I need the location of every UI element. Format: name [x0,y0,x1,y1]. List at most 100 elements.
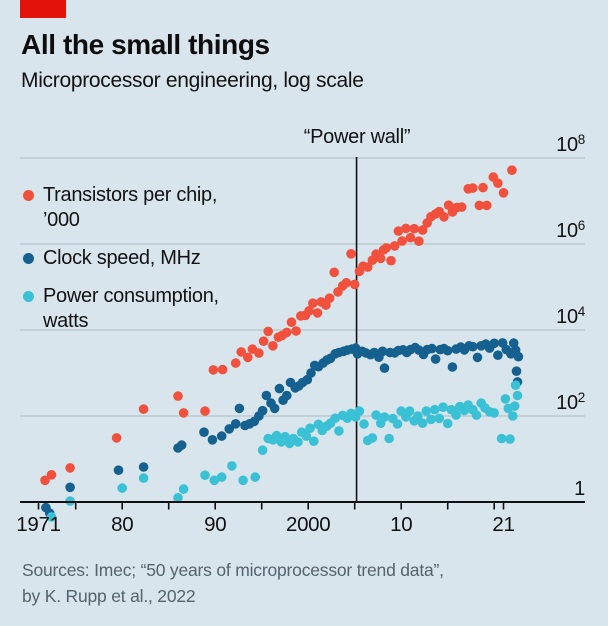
data-point [389,241,400,251]
data-point [381,243,392,253]
data-point [442,418,453,429]
data-point [430,354,441,364]
data-point [269,403,280,414]
data-point [261,390,272,401]
data-point [413,411,423,421]
data-point [324,293,335,304]
data-point [216,472,227,482]
data-point [367,433,378,443]
legend-label-clock-speed: Clock speed, MHz [43,247,201,269]
y-axis-labels: 108 106 104 102 1 [556,132,586,500]
data-point [301,431,312,441]
data-point [305,423,315,434]
chart-subtitle: Microprocessor engineering, log scale [21,69,364,92]
data-point [439,212,449,222]
data-point [306,368,316,378]
legend-item-power: Power consumption, watts [21,284,236,334]
data-point [65,463,75,473]
data-point [472,352,483,363]
data-point [496,433,507,444]
data-point [438,402,448,413]
data-point [207,435,218,445]
data-point [236,347,246,357]
data-point [329,267,340,278]
data-point [493,178,503,188]
data-point [257,445,268,456]
data-point [354,406,365,416]
data-point [500,394,511,404]
data-point [442,345,453,356]
data-point [509,401,520,411]
data-point [471,410,482,420]
data-point [478,182,488,193]
data-point [209,475,220,486]
y-axis-label: 106 [556,218,585,242]
x-axis-label: 90 [204,513,226,536]
data-point [65,482,75,493]
data-point [200,406,210,416]
data-point [286,317,297,328]
data-point [238,475,248,486]
data-point [384,433,394,444]
data-point [482,200,492,211]
data-point [178,408,189,418]
data-point [293,437,303,447]
clock-speed-dot-icon [23,253,34,264]
data-point [505,434,515,444]
source-line-2: by K. Rupp et al., 2022 [22,586,196,606]
x-axis-label: 21 [492,513,514,536]
data-point [227,461,237,471]
source-line-1: Sources: Imec; “50 years of microprocess… [22,560,444,580]
data-point [250,472,260,482]
data-point [111,433,122,443]
data-point [405,232,416,243]
data-point [217,364,228,375]
data-point [393,226,404,236]
data-point [312,308,323,318]
series-0 [40,165,517,486]
data-point [304,306,314,316]
data-point [404,406,415,416]
data-point [392,419,403,429]
data-point [417,225,428,235]
data-point [341,278,352,288]
data-point [138,473,149,483]
data-point [46,470,57,480]
y-axis-label: 1 [574,478,585,500]
legend-item-transistors: Transistors per chip, ’000 [21,183,236,233]
data-point [308,298,318,309]
data-point [46,512,57,522]
data-point [138,404,149,414]
data-point [234,403,245,414]
data-point [371,410,381,420]
data-point [512,390,523,401]
data-point [178,484,189,494]
economist-red-tag [20,0,66,18]
data-point [349,279,360,290]
data-point [280,431,290,442]
y-axis-label: 108 [556,132,585,156]
x-axis-label: 1971 [16,513,60,536]
series-1 [41,338,524,518]
data-point [263,326,274,337]
data-point [40,475,50,486]
data-point [489,338,500,349]
data-point [468,341,478,352]
data-point [257,405,268,416]
power-wall-annotation: “Power wall” [303,126,411,148]
legend-label-power: Power consumption, watts [43,285,219,332]
data-point [401,223,411,234]
chart-title: All the small things [21,29,270,60]
data-point [243,352,253,363]
x-axis-label: 2000 [286,513,330,536]
source-note: Sources: Imec; “50 years of microprocess… [22,557,444,609]
data-point [414,236,424,246]
data-point [498,188,509,198]
data-point [434,413,445,424]
data-point [508,411,518,421]
data-point [456,202,467,212]
data-point [493,350,503,361]
data-point [230,419,241,429]
x-axis-label: 80 [111,513,133,536]
